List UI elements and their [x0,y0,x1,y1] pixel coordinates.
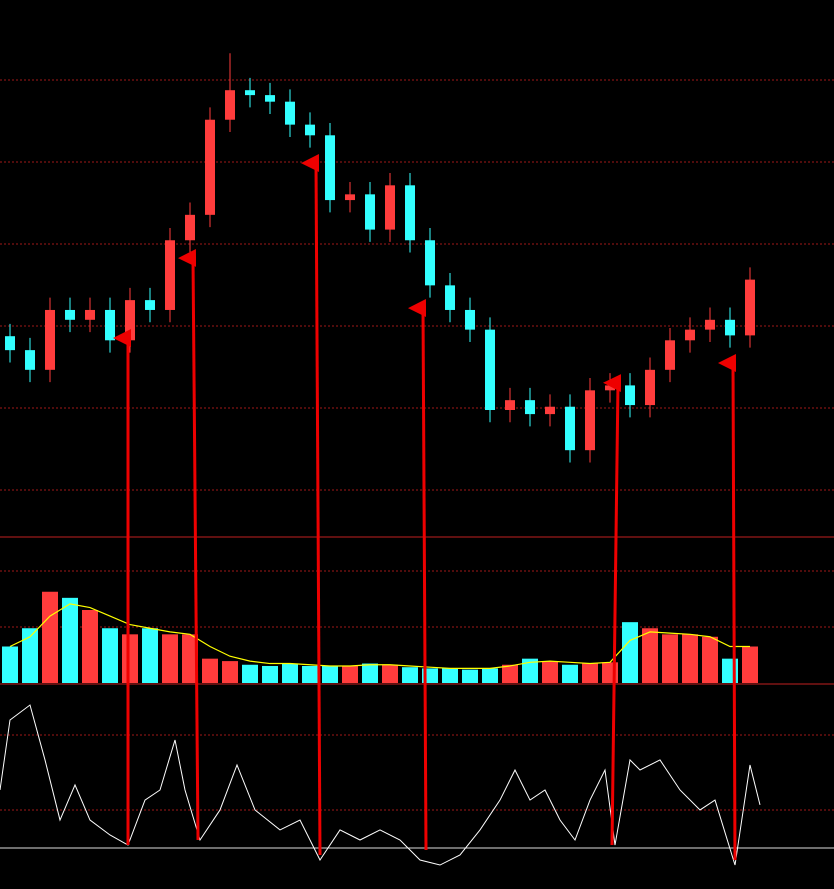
candle-body [285,101,295,125]
candle-body [85,309,95,320]
volume-bar [342,665,358,683]
moving-average-line [9,603,750,669]
volume-bar [2,646,18,683]
candle-body [145,300,155,310]
candle-body [125,300,135,341]
volume-bar [302,665,318,683]
volume-bar [622,622,638,683]
volume-bar [262,665,278,683]
volume-bar [462,669,478,683]
volume-bar [742,646,758,683]
candle-body [345,194,355,201]
volume-bar [42,591,58,683]
candle-body [605,385,615,391]
volume-bar [122,634,138,683]
candle-body [65,309,75,320]
candle-body [305,124,315,136]
candle-body [725,319,735,336]
candle-body [445,285,455,310]
candle-body [545,406,555,415]
candle-body [485,329,495,410]
volume-bar [442,668,458,683]
candle-body [185,214,195,241]
candle-body [685,329,695,341]
volume-bar [682,634,698,683]
candle-body [745,279,755,336]
volume-bar [502,664,518,683]
candle-body [665,340,675,370]
candle-body [365,194,375,230]
volume-bar [202,658,218,683]
candle-body [645,369,655,406]
volume-bar [702,636,718,683]
volume-bar [662,634,678,683]
volume-bar [542,661,558,683]
volume-bar [362,663,378,683]
volume-bar [562,664,578,683]
layout-lines [0,79,834,849]
candle-body [45,309,55,370]
volume-bar [222,661,238,683]
volume-bar [22,628,38,683]
candle-body [505,400,515,410]
arrow [718,353,737,861]
candle-body [25,350,35,370]
candle-body [325,135,335,201]
candle-body [405,185,415,241]
candle-body [245,90,255,96]
candle-body [425,240,435,286]
volume-bar [182,634,198,683]
volume-bar [242,664,258,683]
volume-bar [62,597,78,683]
candle-body [265,95,275,102]
candle-body [5,336,15,351]
arrow [178,248,200,841]
candle-body [225,90,235,120]
volume-bar [162,634,178,683]
volume-bar [482,668,498,683]
volume-bar [322,665,338,683]
volume-bar [142,628,158,683]
candle-body [385,185,395,230]
plot-area [0,53,761,866]
candle-body [105,309,115,341]
oscillator-line [0,704,761,866]
volume-bar [522,658,538,683]
volume-bar [282,663,298,683]
arrow [408,298,428,851]
candle-body [465,309,475,330]
candle-body [625,385,635,406]
volume-bar [582,663,598,683]
volume-bar [642,628,658,683]
volume-bar [102,628,118,683]
candle-body [705,319,715,330]
candle-body [585,390,595,451]
volume-bar [382,664,398,683]
volume-bar [402,667,418,683]
annotation-arrows [113,153,737,861]
arrow [301,153,322,856]
candle-body [565,406,575,451]
candle-body [165,240,175,310]
volume-bar [82,610,98,683]
candle-body [525,400,535,415]
arrow [603,374,622,846]
candle-body [205,119,215,215]
